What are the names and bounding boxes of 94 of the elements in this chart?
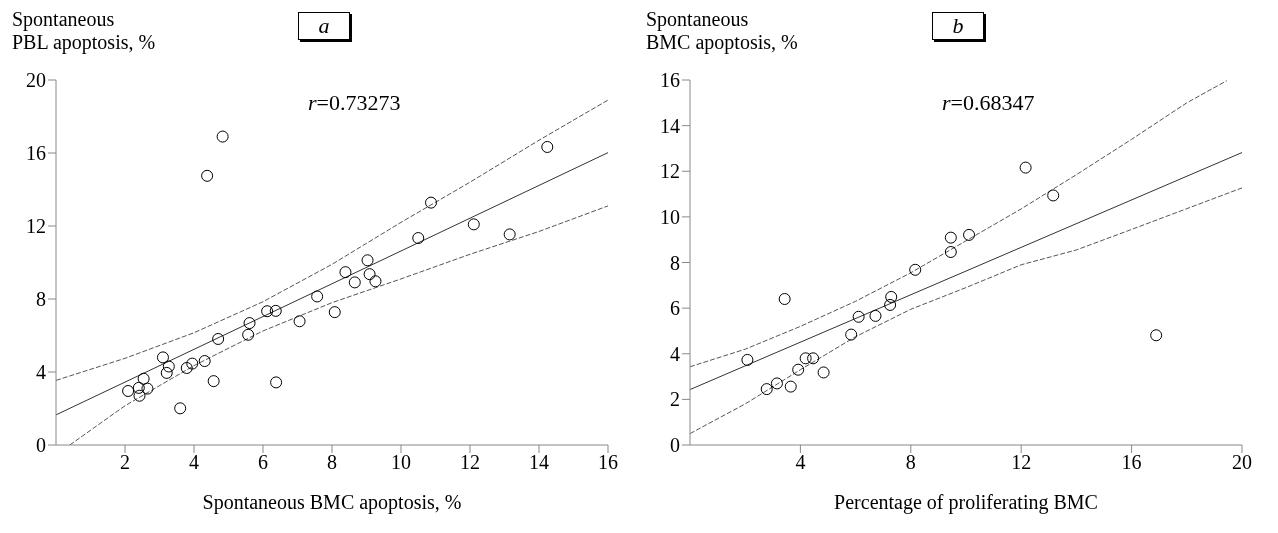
point [944,231,957,244]
point [963,228,976,241]
point [212,332,225,345]
x-tick-label: 12 [1011,451,1032,474]
point [1019,161,1032,174]
point [884,298,897,311]
point [852,310,865,323]
point [293,315,306,328]
point [339,266,352,279]
point [467,218,480,231]
point [425,196,438,209]
point [741,353,754,366]
point [270,376,283,389]
point [412,232,425,245]
point [770,377,783,390]
point [944,246,957,259]
point [242,328,255,341]
y-tick-label: 8 [36,288,46,311]
y-tick-label: 0 [670,434,680,457]
y-tick-label: 16 [660,69,680,92]
y-tick-label: 8 [670,251,680,274]
point [243,317,256,330]
point [778,293,791,305]
x-tick-label: 4 [795,451,806,474]
point [328,306,341,319]
annotation: r=0.73273 [308,90,401,116]
point [503,228,516,241]
y-tick-label: 10 [660,205,680,228]
x-axis-title: Percentage of proliferating BMC [834,491,1098,514]
y-tick-label: 4 [36,361,46,384]
point [909,263,922,276]
point [1047,189,1060,202]
y-tick-label: 20 [26,69,46,92]
y-tick-label: 14 [660,114,680,137]
point [160,366,173,379]
y-tick-label: 12 [26,215,46,238]
chart-title: a [298,12,350,40]
x-axis-title: Spontaneous BMC apoptosis, % [202,491,462,514]
point [799,352,812,365]
y-tick-label: 6 [670,297,680,320]
y-tick-label: 2 [670,388,680,411]
point [760,383,773,396]
annotation: r=0.68347 [942,90,1035,116]
y-axis-title: Spontaneous PBL apoptosis, % [12,8,156,54]
point [201,169,214,182]
y-tick-label: 16 [26,142,46,165]
y-tick-label: 4 [670,342,680,365]
x-tick-label: 8 [327,451,337,474]
point [186,357,199,370]
point [363,268,376,281]
point [180,361,193,374]
point [162,360,175,373]
point [261,305,274,318]
point [792,363,805,376]
point [369,275,382,288]
point [174,402,187,415]
point [133,389,146,402]
x-tick-label: 14 [529,451,549,474]
point [817,366,830,379]
point [348,276,361,289]
x-tick-label: 8 [905,451,916,474]
point [361,254,374,267]
point [132,381,145,394]
point [807,352,820,365]
y-tick-label: 0 [36,434,46,457]
point [207,375,220,388]
point [784,380,797,393]
x-tick-label: 6 [258,451,268,474]
point [845,328,858,341]
chart-title: b [932,12,984,40]
point [269,304,282,317]
point [198,355,211,368]
x-tick-label: 4 [189,451,199,474]
point [541,140,554,153]
x-tick-label: 16 [598,451,618,474]
x-tick-label: 12 [460,451,480,474]
x-tick-label: 16 [1121,451,1142,474]
point [141,382,154,395]
x-tick-label: 20 [1232,451,1252,474]
point [156,351,169,364]
line-series [690,187,1242,435]
point [885,290,898,303]
line-series [690,80,1228,368]
x-tick-label: 10 [391,451,411,474]
point [869,309,882,322]
point [122,384,135,397]
y-axis-title: Spontaneous BMC apoptosis, % [646,8,798,54]
y-tick-label: 12 [660,160,680,183]
point [311,290,324,303]
point [1150,329,1163,342]
point [216,130,229,143]
x-tick-label: 2 [120,451,130,474]
point [137,372,150,385]
line-series [69,205,608,445]
